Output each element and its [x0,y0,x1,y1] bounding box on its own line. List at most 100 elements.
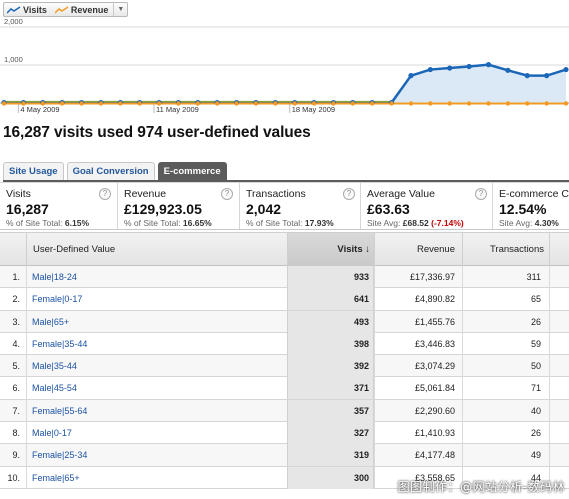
column-divider [549,266,550,288]
chevron-down-icon[interactable]: ▼ [113,3,127,16]
revenue-data-point [311,101,317,106]
row-index: 1. [12,272,20,282]
column-divider [26,377,27,400]
row-dimension-link[interactable]: Female|25-34 [32,450,88,461]
column-divider [462,332,463,355]
column-divider [549,310,550,333]
row-visits: 493 [287,310,374,333]
scorecard-value: 16,287 [6,201,49,217]
column-divider [549,377,550,400]
chart-legend-selector[interactable]: Visits Revenue ▼ [3,2,129,17]
table-row: 7. Female|55-64 357 £2,290.60 40 [0,399,569,423]
legend-revenue[interactable]: Revenue [52,3,114,16]
column-divider [374,355,375,378]
table-row: 4. Female|35-44 398 £3,446.83 59 [0,332,569,356]
help-icon[interactable]: ? [221,188,233,200]
row-visits: 319 [287,444,374,467]
column-header-visits[interactable]: Visits ↓ [287,233,374,266]
column-divider [374,310,375,333]
row-dimension-link[interactable]: Male|0-17 [32,428,72,439]
tab-site-usage[interactable]: Site Usage [3,162,64,180]
column-divider [462,355,463,378]
scorecard-revenue: Revenue £129,923.05 % of Site Total: 16.… [117,183,239,229]
row-dimension-link[interactable]: Female|35-44 [32,338,88,349]
revenue-data-point [59,101,65,106]
column-divider [26,288,27,311]
tab-ecommerce[interactable]: E-commerce [157,162,227,180]
column-divider [549,422,550,445]
column-divider [462,444,463,467]
column-divider [374,332,375,355]
revenue-data-point [389,101,394,106]
tab-goal-conversion[interactable]: Goal Conversion [66,162,155,180]
row-index: 6. [12,383,20,394]
revenue-data-point [98,101,104,106]
revenue-data-point [466,101,472,106]
revenue-data-point [447,101,452,106]
revenue-data-point [21,101,26,106]
row-visits: 933 [287,266,374,288]
scorecard-average-value: Average Value £63.63 Site Avg: £68.52 (-… [360,183,492,229]
revenue-data-point [563,101,569,106]
column-divider [462,399,463,422]
row-dimension-link[interactable]: Male|65+ [32,316,70,327]
row-transactions: 26 [530,316,541,327]
row-dimension-link[interactable]: Male|45-54 [32,383,77,394]
revenue-data-point [118,101,123,106]
column-divider [549,444,550,467]
visits-area [4,64,566,103]
legend-revenue-label: Revenue [70,4,109,15]
row-revenue: £5,061.84 [414,383,455,394]
row-revenue: £1,455.76 [414,316,455,327]
report-tabs: Site Usage Goal Conversion E-commerce [3,162,230,180]
scorecard-value: 2,042 [246,201,282,217]
row-revenue: £3,558.65 [414,472,455,483]
y-tick-label: 1,000 [4,55,23,64]
table-row: 9. Female|25-34 319 £4,177.48 49 [0,444,569,467]
scorecard-subtext: Site Avg: £68.52 (-7.14%) [367,218,464,228]
help-icon[interactable]: ? [343,188,355,200]
column-divider [549,466,550,489]
help-icon[interactable]: ? [475,188,487,200]
revenue-data-point [486,101,491,106]
row-dimension-link[interactable]: Female|55-64 [32,405,88,416]
legend-visits-label: Visits [23,4,47,15]
revenue-data-point [137,101,142,106]
scorecard-ecommerce-conversion: E-commerce C 12.54% Site Avg: 4.30% [492,183,569,229]
row-index: 3. [12,316,20,327]
visits-data-point [447,65,453,71]
row-index: 2. [12,294,20,305]
column-header-user-defined-value[interactable]: User-Defined Value [26,233,287,266]
visits-data-point [544,73,550,79]
row-revenue: £2,290.60 [414,405,455,416]
revenue-data-point [331,101,336,106]
column-divider [462,422,463,445]
row-visits: 641 [287,288,374,311]
legend-visits[interactable]: Visits [4,3,52,16]
revenue-data-point [273,101,278,106]
column-header-transactions[interactable]: Transactions [462,233,549,266]
row-transactions: 59 [530,338,541,349]
row-dimension-link[interactable]: Female|65+ [32,472,80,483]
column-divider [26,355,27,378]
column-divider [462,466,463,489]
row-dimension-link[interactable]: Female|0-17 [32,294,83,305]
column-header-revenue[interactable]: Revenue [374,233,462,266]
revenue-data-point [525,101,530,106]
column-divider [549,355,550,378]
table-row: 3. Male|65+ 493 £1,455.76 26 [0,310,569,333]
table-header: User-Defined Value Visits ↓ Revenue Tran… [0,232,569,266]
scorecard-visits: Visits 16,287 % of Site Total: 6.15% ? [0,183,117,229]
column-divider [374,377,375,400]
row-index: 5. [12,361,20,372]
help-icon[interactable]: ? [99,188,111,200]
row-dimension-link[interactable]: Male|18-24 [32,272,77,282]
metric-scorecards: Visits 16,287 % of Site Total: 6.15% ? R… [0,182,569,230]
row-dimension-link[interactable]: Male|35-44 [32,361,77,372]
row-index: 8. [12,428,20,439]
revenue-data-point [79,101,84,106]
scorecard-label: Transactions [246,188,306,200]
scorecard-label: Visits [6,188,31,200]
visits-data-point [563,66,569,73]
x-tick-label: 11 May 2009 [156,105,199,114]
